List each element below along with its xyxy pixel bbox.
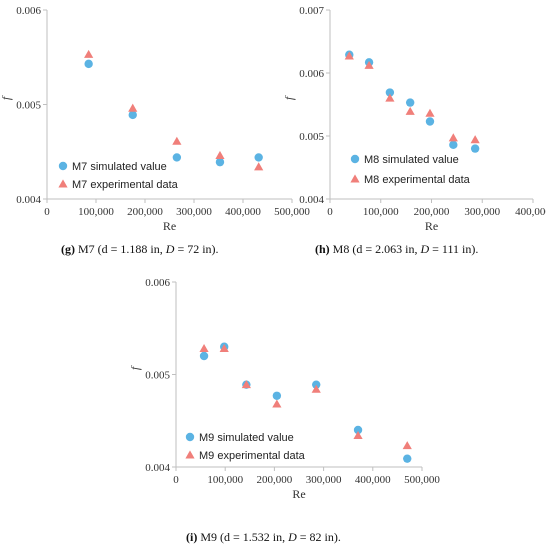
chart-h-experimental-point: [385, 93, 395, 102]
chart-g-x-tick-label: 300,000: [176, 206, 212, 218]
caption-g-text-a: M7 (d = 1.188 in,: [75, 242, 166, 256]
chart-h-simulated-point: [405, 98, 415, 107]
panel-g-chart: 0 100,000 200,000 300,000 400,000 500,000 0.00…: [0, 5, 310, 233]
chart-i-x-tick-label: 0: [173, 474, 179, 486]
chart-i-simulated-point: [403, 454, 412, 463]
chart-i-y-axis-label: f: [128, 365, 142, 370]
chart-i-simulated-point: [353, 425, 363, 435]
chart-i-experimental-point: [402, 441, 412, 450]
caption-h-letter: (h): [315, 242, 330, 256]
chart-i-x-tick-label: 300,000: [306, 474, 342, 486]
chart-i-experimental-point: [272, 399, 282, 408]
panel-h-chart: 0 100,000 200,000 300,000 400,000 0.004 0.005 0…: [282, 5, 546, 233]
caption-h: (h) M8 (d = 2.063 in, D = 111 in).: [315, 242, 478, 257]
caption-g-text-b: = 72 in).: [174, 242, 219, 256]
chart-i-legend-triangle-marker: [185, 450, 195, 459]
chart-i-experimental-point: [199, 344, 209, 353]
chart-h-y-tick-label: 0.006: [299, 68, 324, 80]
chart-h-simulated-point: [470, 144, 480, 153]
chart-h-simulated-point: [449, 140, 458, 150]
chart-i-experimental-point: [241, 380, 251, 389]
chart-h-x-axis-label: Re: [425, 219, 438, 233]
chart-g-legend-label: M7 experimental data: [72, 179, 179, 191]
chart-i-legend-circle-marker: [185, 432, 195, 442]
chart-i-simulated-point: [199, 351, 209, 361]
chart-i-experimental-point: [219, 344, 229, 353]
chart-h-experimental-point: [448, 133, 458, 142]
chart-g-y-tick-label: 0.004: [16, 194, 41, 206]
chart-g-x-tick-label: 100,000: [78, 206, 114, 218]
chart-g-y-tick-label: 0.006: [16, 5, 41, 17]
chart-i-y-tick-label: 0.004: [145, 462, 170, 474]
caption-h-text-a: M8 (d = 2.063 in,: [329, 242, 421, 256]
chart-h-legend-circle-marker: [350, 154, 360, 164]
chart-g-experimental-point: [84, 49, 94, 58]
chart-g-x-tick-label: 0: [44, 206, 50, 218]
chart-h-x-tick-label: 300,000: [464, 206, 500, 218]
chart-g-simulated-point: [172, 153, 182, 162]
chart-g-experimental-point: [215, 150, 225, 159]
chart-i-legend-label: M9 simulated value: [199, 432, 294, 444]
chart-g-experimental-point: [254, 162, 264, 171]
chart-g-y-axis-label: f: [0, 95, 13, 100]
chart-i-y-tick-label: 0.006: [145, 277, 170, 289]
chart-h-y-axis-label: f: [282, 95, 296, 100]
chart-g-x-tick-label: 200,000: [127, 206, 163, 218]
chart-i-simulated-point: [272, 391, 282, 400]
chart-h-x-tick-label: 200,000: [414, 206, 450, 218]
chart-h-legend-triangle-marker: [350, 174, 360, 183]
chart-g-x-tick-label: 400,000: [225, 206, 261, 218]
chart-h-legend-label: M8 experimental data: [364, 174, 471, 186]
caption-h-text-b: = 111 in).: [429, 242, 479, 256]
chart-h-legend-label: M8 simulated value: [364, 154, 459, 166]
chart-i-x-axis-label: Re: [292, 487, 305, 501]
chart-h-simulated-point: [385, 88, 395, 97]
chart-g-legend-circle-marker: [58, 161, 68, 171]
chart-i-x-tick-label: 500,000: [404, 474, 440, 486]
chart-g-experimental-point: [172, 136, 182, 145]
chart-h-y-tick-label: 0.007: [299, 5, 324, 17]
caption-i: (i) M9 (d = 1.532 in, D = 82 in).: [186, 530, 341, 545]
caption-g-dvar: D: [165, 242, 175, 256]
chart-i-x-tick-label: 400,000: [355, 474, 391, 486]
chart-h-experimental-point: [344, 51, 354, 60]
chart-g-legend-label: M7 simulated value: [72, 161, 167, 173]
chart-h-y-tick-label: 0.004: [299, 194, 324, 206]
chart-i-x-tick-label: 100,000: [207, 474, 243, 486]
chart-g-simulated-point: [84, 59, 93, 69]
caption-i-text-b: = 82 in).: [296, 530, 341, 544]
chart-g-simulated-point: [215, 157, 225, 167]
chart-g-x-tick-label: 500,000: [274, 206, 310, 218]
caption-i-text-a: M9 (d = 1.532 in,: [197, 530, 289, 544]
chart-h-experimental-point: [405, 106, 415, 115]
chart-h-experimental-point: [425, 108, 435, 117]
chart-h-x-tick-label: 100,000: [363, 206, 399, 218]
caption-g-letter: (g): [61, 242, 75, 256]
chart-g-simulated-point: [128, 110, 137, 120]
caption-g: (g) M7 (d = 1.188 in, D = 72 in).: [61, 242, 219, 257]
chart-g-experimental-point: [128, 103, 138, 112]
chart-g-y-tick-label: 0.005: [16, 100, 41, 112]
chart-h-simulated-point: [425, 117, 435, 126]
chart-g-legend-triangle-marker: [58, 179, 68, 188]
panel-i-chart: 0 100,000 200,000 300,000 400,000 500,000 0.00…: [128, 277, 440, 501]
chart-g-simulated-point: [254, 153, 263, 162]
chart-h-experimental-point: [470, 135, 480, 144]
caption-h-dvar: D: [420, 242, 430, 256]
chart-i-legend-label: M9 experimental data: [199, 450, 306, 462]
chart-g-x-axis-label: Re: [163, 219, 176, 233]
chart-h-x-tick-label: 0: [327, 206, 333, 218]
chart-i-experimental-point: [311, 384, 321, 393]
chart-h-experimental-point: [364, 60, 374, 69]
caption-i-dvar: D: [288, 530, 297, 544]
chart-h-y-tick-label: 0.005: [299, 131, 324, 143]
chart-h-x-tick-label: 400,000: [515, 206, 546, 218]
chart-i-y-tick-label: 0.005: [145, 370, 170, 382]
chart-i-simulated-point: [312, 380, 321, 389]
chart-i-experimental-point: [353, 430, 363, 439]
caption-i-letter: (i): [186, 530, 198, 544]
chart-i-x-tick-label: 200,000: [257, 474, 293, 486]
